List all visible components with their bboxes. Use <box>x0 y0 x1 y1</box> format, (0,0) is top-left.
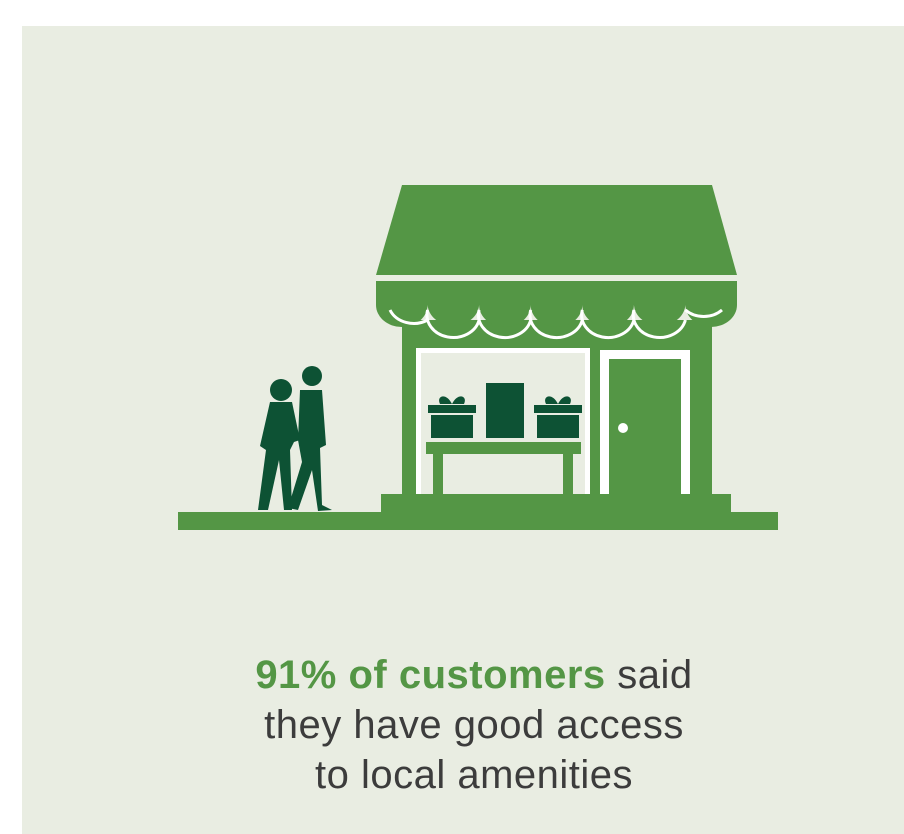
door-knob <box>618 423 628 433</box>
caption: 91% of customers said they have good acc… <box>22 650 904 800</box>
gifts <box>428 383 582 438</box>
caption-text: said <box>617 653 693 697</box>
ground <box>178 512 778 530</box>
people <box>258 366 332 511</box>
caption-line: to local amenities <box>314 753 634 797</box>
caption-line: they have good access <box>264 703 684 747</box>
table-top <box>426 442 581 454</box>
shop-step <box>381 494 731 512</box>
awning-top <box>376 185 737 275</box>
table-leg <box>563 454 573 494</box>
scallop-outline <box>388 308 723 340</box>
awning-valance <box>376 281 737 328</box>
caption-line: 91% of customers said <box>22 650 904 700</box>
table-leg <box>433 454 443 494</box>
highlight: 91% of customers <box>255 653 606 697</box>
